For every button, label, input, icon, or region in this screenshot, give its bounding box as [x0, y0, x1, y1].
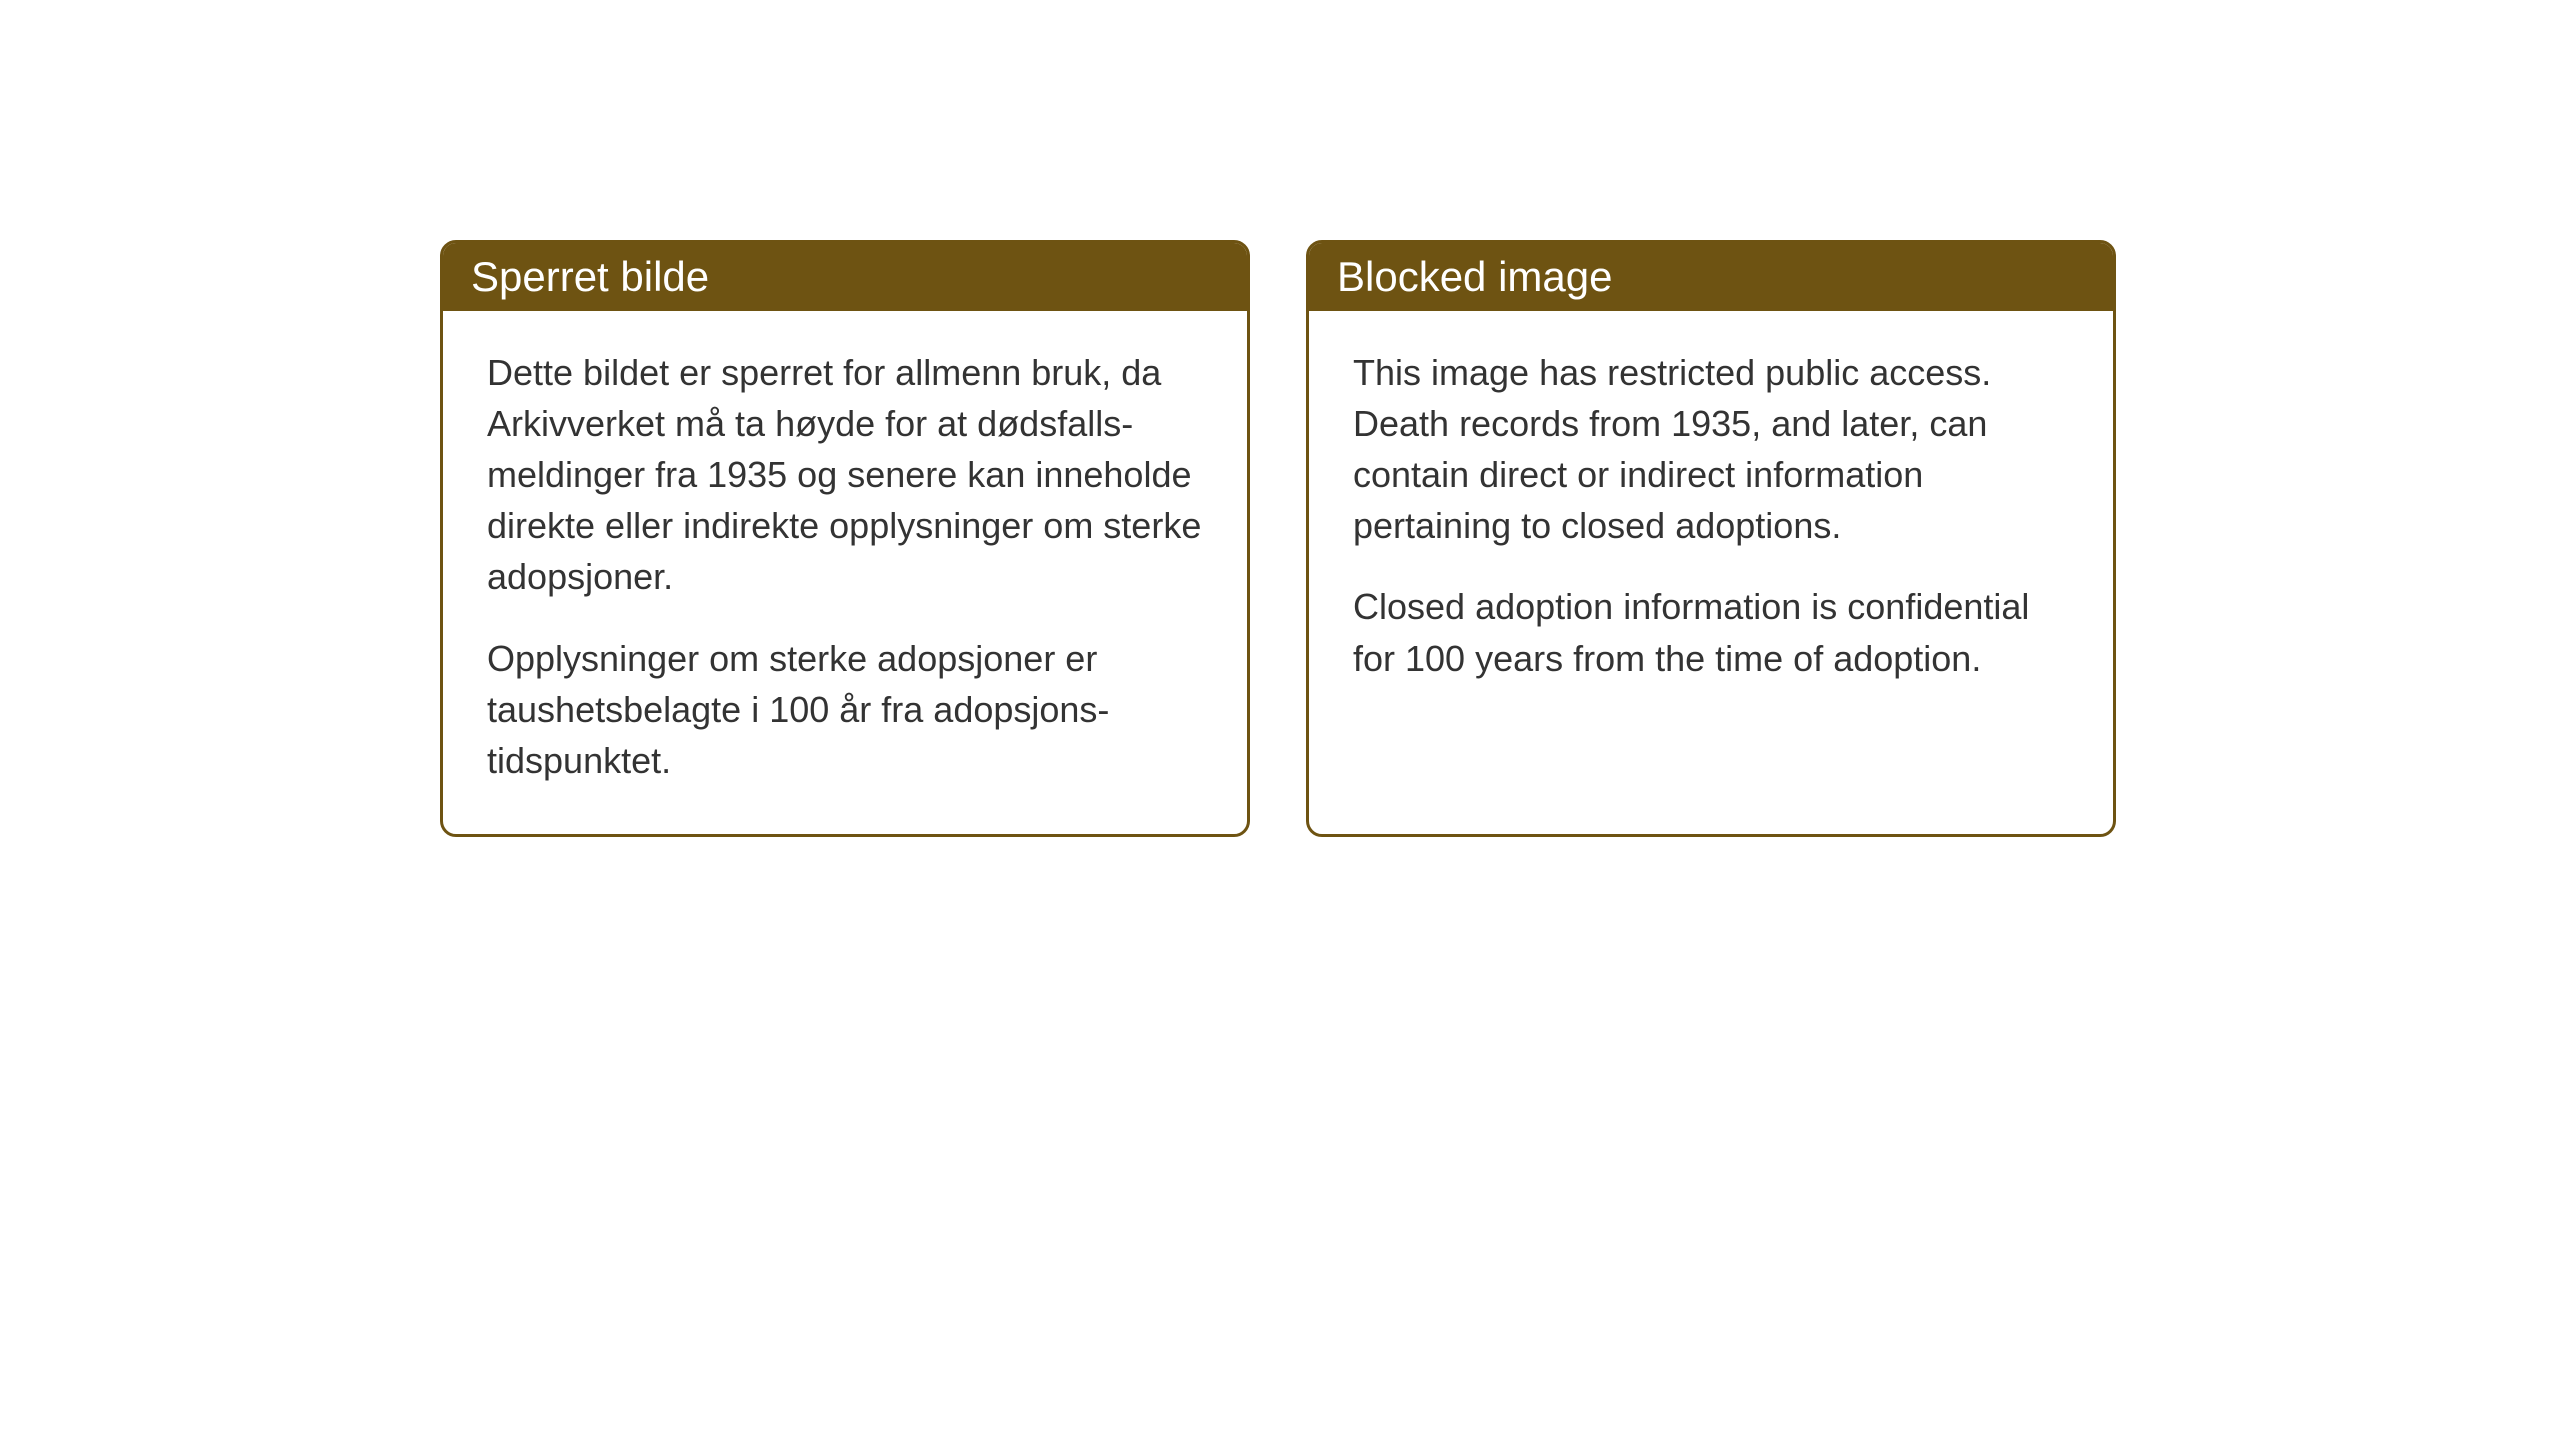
norwegian-card-header: Sperret bilde — [443, 243, 1247, 311]
english-paragraph-2: Closed adoption information is confident… — [1353, 581, 2069, 683]
english-card-title: Blocked image — [1337, 253, 1612, 300]
english-paragraph-1: This image has restricted public access.… — [1353, 347, 2069, 551]
norwegian-card-body: Dette bildet er sperret for allmenn bruk… — [443, 311, 1247, 834]
english-card-body: This image has restricted public access.… — [1309, 311, 2113, 732]
english-card-header: Blocked image — [1309, 243, 2113, 311]
norwegian-paragraph-2: Opplysninger om sterke adopsjoner er tau… — [487, 633, 1203, 786]
norwegian-card: Sperret bilde Dette bildet er sperret fo… — [440, 240, 1250, 837]
cards-container: Sperret bilde Dette bildet er sperret fo… — [440, 240, 2116, 837]
norwegian-card-title: Sperret bilde — [471, 253, 709, 300]
english-card: Blocked image This image has restricted … — [1306, 240, 2116, 837]
norwegian-paragraph-1: Dette bildet er sperret for allmenn bruk… — [487, 347, 1203, 603]
